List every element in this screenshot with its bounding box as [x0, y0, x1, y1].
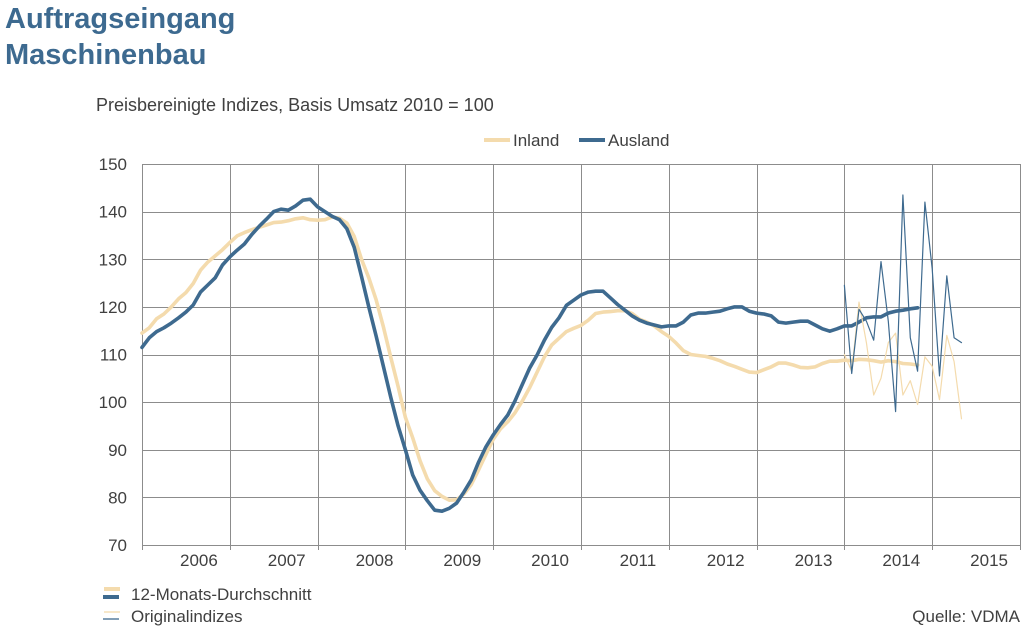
x-tick-label-2010: 2010: [531, 551, 569, 570]
axis-labels: 70 80 90 100 110 120 130 140 150 2006 2007 2008 2009…: [99, 155, 1008, 570]
legend-original-label: Originalindizes: [131, 607, 243, 626]
x-tick-label-2011: 2011: [620, 551, 657, 570]
x-tick-label-2007: 2007: [268, 551, 306, 570]
y-tick-label-120: 120: [99, 298, 127, 317]
legend-avg-label: 12-Monats-Durchschnitt: [131, 585, 312, 604]
source-note: Quelle: VDMA: [912, 607, 1020, 626]
y-tick-label-100: 100: [99, 393, 127, 412]
x-tick-label-2012: 2012: [707, 551, 745, 570]
y-tick-label-80: 80: [108, 488, 127, 507]
y-tick-label-150: 150: [99, 155, 127, 174]
legend-inland-label: Inland: [513, 131, 559, 150]
y-tick-label-70: 70: [108, 536, 127, 555]
line-inland-originalindizes: [843, 301, 963, 420]
chart-title-line-2: Maschinenbau: [5, 39, 206, 71]
chart-subtitle: Preisbereinigte Indizes, Basis Umsatz 20…: [96, 95, 494, 115]
y-tick-label-130: 130: [99, 250, 127, 269]
y-tick-label-140: 140: [99, 203, 127, 222]
gridlines: [142, 164, 1021, 550]
plot-lines: [140, 194, 963, 513]
line-inland-12-monats-durchschnitt: [140, 215, 920, 502]
x-tick-label-2013: 2013: [795, 551, 833, 570]
legend-bottom: 12-Monats-Durchschnitt Originalindizes: [103, 585, 312, 626]
x-tick-label-2015: 2015: [970, 551, 1008, 570]
x-tick-label-2006: 2006: [180, 551, 218, 570]
line-ausland-originalindizes: [843, 194, 963, 413]
x-tick-label-2014: 2014: [882, 551, 920, 570]
y-tick-label-90: 90: [108, 441, 127, 460]
legend-ausland-label: Ausland: [608, 131, 669, 150]
chart-title-line-1: Auftragseingang: [5, 3, 235, 35]
line-ausland-12-monats-durchschnitt: [140, 197, 920, 513]
legend-top: Inland Ausland: [484, 131, 669, 150]
x-tick-label-2009: 2009: [443, 551, 481, 570]
y-tick-label-110: 110: [100, 346, 127, 365]
x-tick-label-2008: 2008: [356, 551, 394, 570]
